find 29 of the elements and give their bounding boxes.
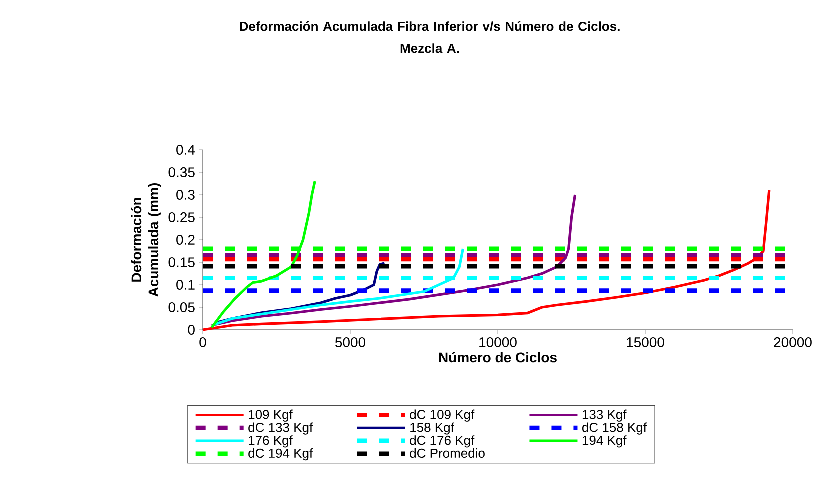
legend-label: 194 Kgf — [582, 436, 627, 448]
y-tick-label: 0.15 — [168, 258, 195, 268]
legend-label: dC Promedio — [410, 448, 485, 458]
y-tick-label: 0.25 — [168, 212, 195, 222]
legend-label: dC 158 Kgf — [582, 422, 648, 435]
legend-label: dC 133 Kgf — [248, 422, 314, 435]
y-tick-label: 0.2 — [176, 235, 195, 245]
x-tick-label: 10000 — [480, 338, 517, 348]
y-axis-title: Deformación Acumulada (mm) — [131, 184, 162, 297]
legend-label: 109 Kgf — [249, 410, 293, 422]
y-tick-label: 0.35 — [168, 168, 195, 178]
legend-label: dC 176 Kgf — [410, 436, 475, 448]
legend-label: 176 Kgf — [249, 436, 293, 448]
y-tick-label: 0.4 — [176, 145, 196, 155]
x-tick-label: 20000 — [774, 338, 812, 348]
y-tick-label: 0.05 — [168, 302, 195, 312]
x-tick-label: 15000 — [627, 338, 664, 348]
legend-label: dC 194 Kgf — [248, 448, 314, 461]
legend-label: 133 Kgf — [582, 410, 627, 422]
x-tick-label: 5000 — [335, 338, 366, 348]
x-axis-title: Número de Ciclos — [439, 352, 557, 363]
chart-title: Deformación Acumulada Fibra Inferior v/s Número de Ciclos. — [240, 22, 620, 32]
chart-subtitle: Mezcla A. — [400, 44, 460, 54]
legend-label: 158 Kgf — [410, 422, 454, 435]
y-tick-label: 0 — [188, 325, 195, 335]
legend-label: dC 109 Kgf — [410, 410, 475, 422]
y-tick-label: 0.1 — [176, 280, 195, 290]
x-tick-label: 0 — [200, 338, 206, 348]
y-tick-label: 0.3 — [176, 190, 195, 200]
